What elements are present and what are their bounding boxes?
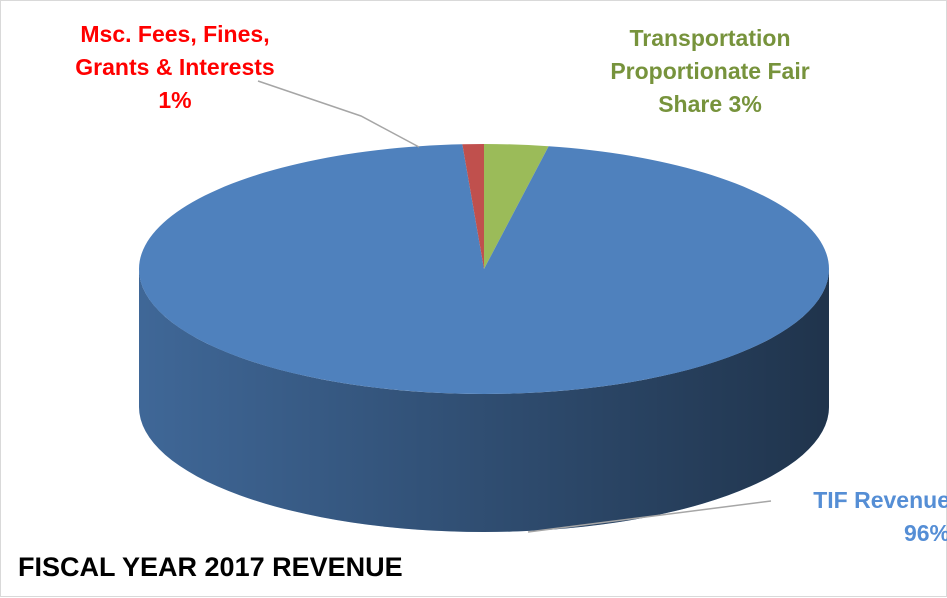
slice-label: Transportation Proportionate Fair Share …: [600, 22, 820, 121]
slice: [139, 144, 829, 395]
value-label: 96%: [903, 520, 947, 546]
slice-label: Msc. Fees, Fines, Grants & Interests 1%: [70, 18, 280, 117]
slice: [462, 144, 484, 269]
leader-line: [527, 500, 772, 533]
slice-side-shade: [139, 269, 829, 532]
value-label: 1%: [158, 87, 192, 113]
chart-title: FISCAL YEAR 2017 REVENUE: [18, 552, 403, 582]
category-label: Transportation Proportionate Fair Share: [610, 25, 810, 117]
pie: [139, 144, 829, 532]
value-label: 3%: [728, 91, 762, 117]
slice: [484, 144, 549, 269]
category-label: Msc. Fees, Fines, Grants & Interests: [75, 21, 275, 80]
slice-label: TIF Revenue 96%: [740, 484, 947, 550]
leader-line: [257, 80, 420, 148]
category-label: TIF Revenue: [813, 487, 947, 513]
